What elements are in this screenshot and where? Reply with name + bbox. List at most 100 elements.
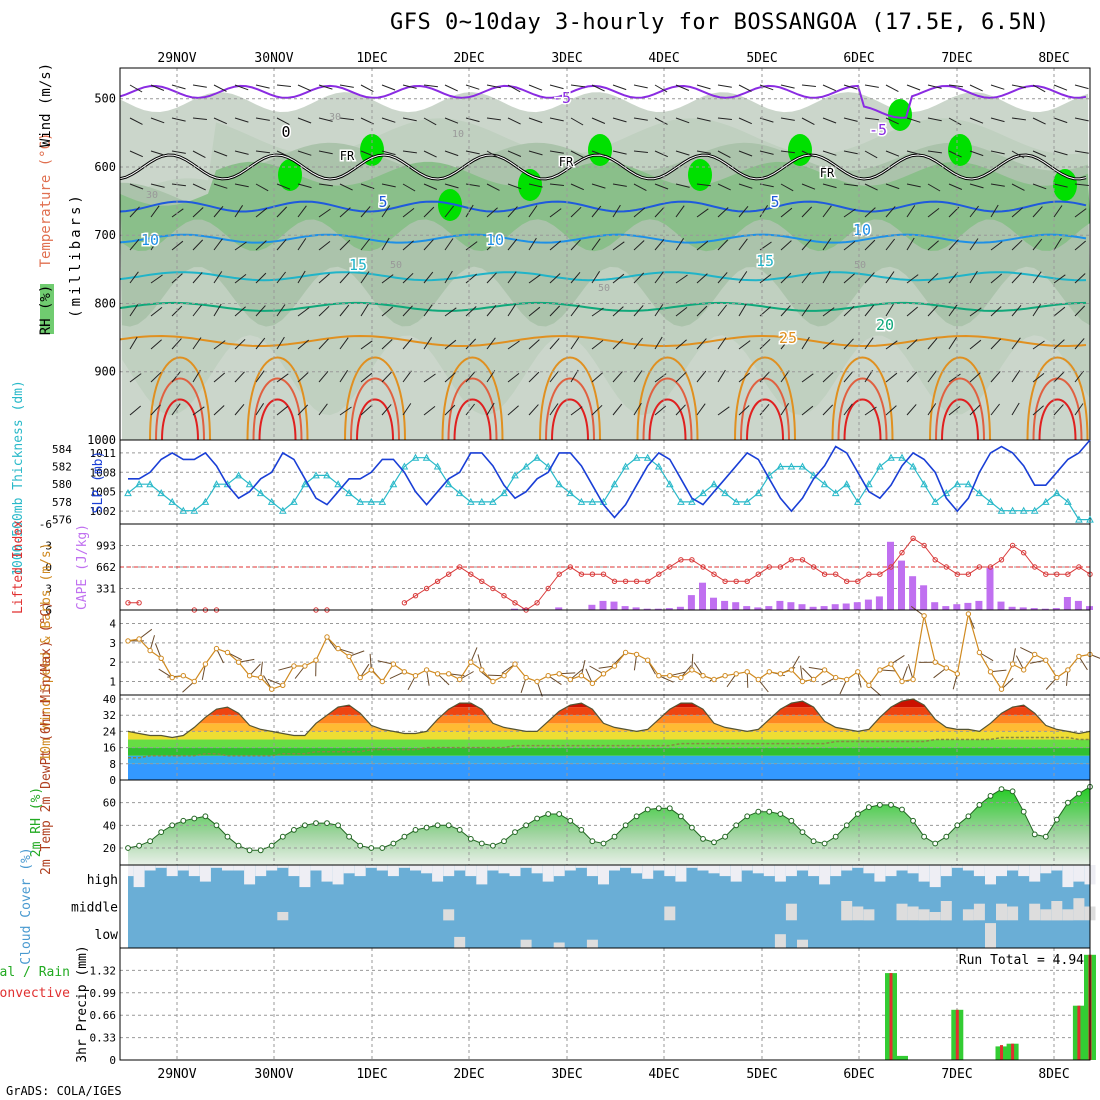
wind-barb — [948, 117, 962, 126]
cloud-high-gap — [155, 865, 167, 868]
cape-bar — [820, 606, 828, 610]
cloud-high-gap — [697, 865, 709, 871]
wind-barb — [423, 337, 433, 350]
temp-tick-label: 40 — [103, 693, 116, 706]
cloud-high-gap — [642, 865, 654, 879]
rh-contour-label: 50 — [854, 260, 866, 271]
wind10-point — [589, 680, 596, 687]
temp-contour-5 — [119, 200, 1087, 213]
wind-barb — [696, 338, 707, 350]
wind10-point — [158, 655, 164, 661]
rh2m-point — [246, 847, 253, 854]
wind-barb — [381, 205, 391, 218]
rh2m-point — [368, 845, 375, 851]
wind-barb — [549, 208, 562, 218]
wind-barb — [192, 150, 206, 159]
wind10-point — [888, 661, 894, 667]
wind-barb — [255, 272, 267, 284]
rh2m-point — [202, 813, 209, 820]
cloud-tick-label: low — [95, 928, 119, 943]
lifted-point — [711, 571, 717, 577]
cape-bar — [1052, 608, 1060, 610]
wind-barb — [591, 307, 604, 317]
rh2m-point — [324, 820, 330, 826]
wind10-point — [711, 676, 717, 683]
wind-barb — [213, 340, 226, 350]
rh-fill-90 — [888, 99, 912, 131]
wind-barb — [759, 205, 769, 218]
cape-bar — [710, 597, 717, 610]
rh2m-point — [755, 808, 762, 815]
precip-tick-label: 0.99 — [90, 987, 117, 1000]
wind-barb — [402, 183, 416, 192]
cape-bar — [511, 608, 518, 610]
wind-barb — [843, 241, 856, 251]
wind-barb — [696, 240, 709, 251]
cloud-high-gap — [586, 865, 598, 877]
rh-side-label: RH (%) — [38, 285, 54, 336]
wind-barb — [381, 150, 396, 156]
wind-barb — [276, 336, 285, 350]
wind-barb — [528, 183, 543, 188]
precip-conv-bar — [1000, 1045, 1003, 1060]
wind-barb — [759, 338, 771, 350]
wind-barb — [591, 84, 605, 92]
freezing-level-label: FR — [340, 149, 355, 163]
lifted-point — [545, 585, 551, 592]
temp-contour-25 — [119, 334, 1087, 347]
wind-barb — [1074, 370, 1084, 383]
wind-barb — [360, 405, 372, 416]
cape-tick-label: 331 — [96, 583, 116, 596]
wind-barb — [738, 271, 748, 284]
thickness-point — [632, 453, 641, 461]
wind-barb — [780, 150, 795, 154]
wind-barb — [948, 239, 959, 251]
wind-barb — [801, 373, 814, 383]
rh2m-point — [390, 840, 397, 847]
cloud-high-gap — [443, 865, 455, 877]
cloud-high-gap — [962, 865, 974, 871]
wind-barb — [864, 207, 876, 218]
rh2m-point — [932, 840, 939, 847]
wind-barb — [318, 305, 330, 317]
wind-barb — [150, 150, 165, 156]
rh2m-point — [987, 793, 994, 799]
thickness-point — [433, 462, 442, 470]
wind-barb — [255, 117, 270, 121]
wind-barb — [906, 150, 921, 156]
rh2m-point — [655, 805, 662, 812]
lifted-point — [534, 600, 540, 606]
wind-barb — [213, 84, 227, 92]
cloud-high-gap — [763, 865, 775, 877]
rh2m-point — [1053, 816, 1060, 823]
wind-barb — [192, 183, 206, 191]
wind-barb — [297, 404, 309, 416]
wind-barb — [423, 304, 433, 317]
temp-contour-label: 15 — [349, 256, 367, 274]
cloud-high-gap — [664, 865, 676, 877]
wind-barb — [612, 150, 627, 155]
thickness-point — [1008, 506, 1017, 514]
wind-barb — [885, 117, 899, 125]
cloud-high-gap — [841, 865, 853, 871]
thickness-point — [422, 453, 431, 461]
wind-barb — [339, 207, 351, 218]
rh-contour-label: 10 — [452, 129, 464, 140]
temp-contour-label: 0 — [281, 123, 290, 141]
wind10-point — [379, 678, 385, 685]
top-day-label: 1DEC — [356, 51, 387, 66]
wind-barb — [633, 370, 643, 383]
wind10-point — [700, 673, 706, 679]
cloud-middle-gap — [277, 912, 289, 921]
temp-contour-label: 5 — [770, 193, 779, 211]
wind-barb — [171, 240, 184, 251]
wind-barb — [738, 405, 750, 416]
wind-barb — [948, 373, 961, 383]
wind-barb — [801, 84, 816, 87]
wind10-point — [346, 653, 352, 660]
wind-barb — [843, 150, 858, 155]
wind10-point — [202, 661, 209, 667]
wind-barb — [255, 84, 270, 89]
cloud-high-gap — [410, 865, 421, 871]
cloud-high-gap — [177, 865, 189, 871]
